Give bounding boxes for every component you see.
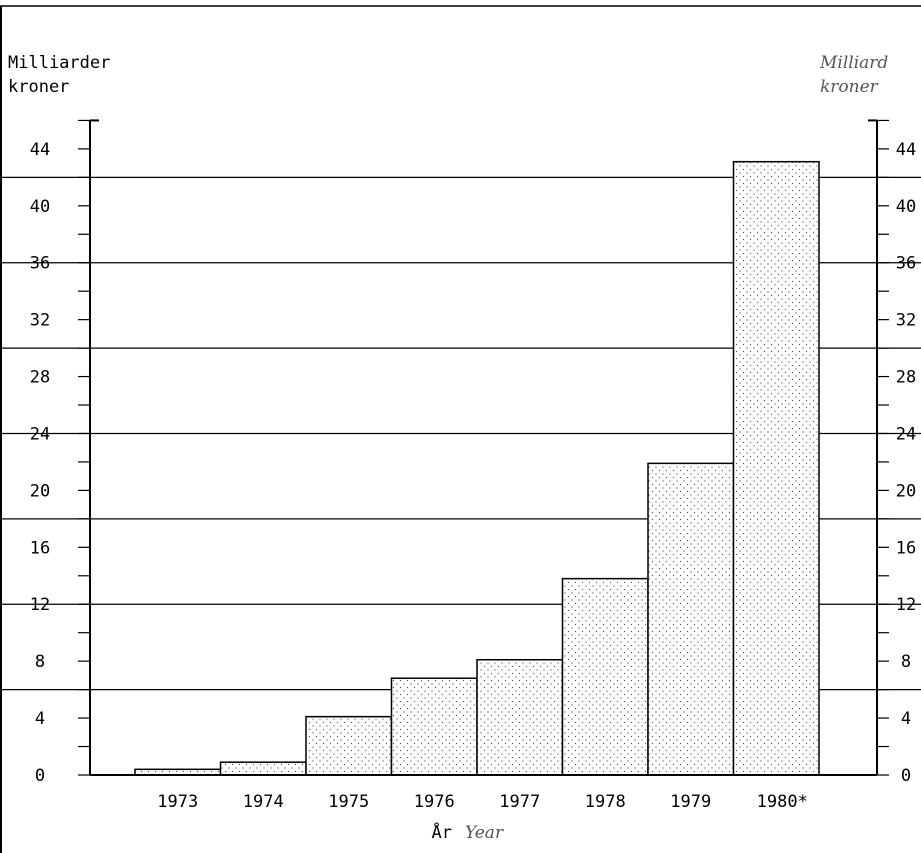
bar-1979 (647, 462, 735, 776)
left-y-tick-label: 16 (30, 538, 50, 558)
bar-1977 (476, 658, 564, 776)
left-y-tick-label: 40 (30, 197, 50, 217)
left-y-tick-label: 12 (30, 595, 50, 615)
left-y-tick-label: 32 (30, 311, 50, 331)
bar-1978 (561, 577, 649, 776)
x-tick-labels: 1973 1974 1975 1976 1977 1978 1979 1980* (157, 792, 808, 812)
left-y-tick-label: 20 (30, 481, 50, 501)
x-tick-label: 1980* (757, 792, 808, 812)
left-y-tick-label: 24 (30, 424, 50, 444)
right-y-tick-label: 20 (896, 481, 916, 501)
right-y-tick-label: 12 (896, 595, 916, 615)
right-y-tick-label: 8 (901, 652, 911, 672)
left-y-tick-label: 8 (35, 652, 45, 672)
bars (134, 160, 820, 776)
left-y-tick-label: 36 (30, 254, 50, 274)
x-tick-label: 1976 (414, 792, 455, 812)
left-axis-label-line1: Milliarder (8, 53, 110, 73)
axes (78, 119, 889, 776)
x-axis-title-english: Year (465, 823, 504, 843)
x-tick-label: 1978 (585, 792, 626, 812)
right-y-tick-label: 40 (896, 197, 916, 217)
x-tick-label: 1975 (328, 792, 369, 812)
left-y-tick-label: 0 (35, 766, 45, 786)
right-y-tick-label: 24 (896, 424, 916, 444)
right-y-tick-label: 4 (901, 709, 911, 729)
right-y-tick-label: 36 (896, 254, 916, 274)
x-axis-title: År (432, 821, 452, 843)
right-y-tick-label: 28 (896, 368, 916, 388)
bar-1980 (732, 160, 820, 776)
right-y-tick-label: 44 (896, 140, 916, 160)
left-y-tick-label: 44 (30, 140, 50, 160)
x-tick-label: 1974 (243, 792, 284, 812)
right-axis-label-line2: kroner (820, 77, 879, 97)
left-axis-label-line2: kroner (8, 77, 69, 97)
bar-1975 (305, 715, 393, 776)
left-y-tick-label: 4 (35, 709, 45, 729)
right-y-tick-label: 32 (896, 311, 916, 331)
bar-1974 (219, 761, 307, 776)
right-axis-label-line1: Milliard (819, 53, 888, 73)
x-tick-label: 1979 (670, 792, 711, 812)
right-y-tick-label: 16 (896, 538, 916, 558)
x-tick-label: 1973 (157, 792, 198, 812)
x-tick-label: 1977 (499, 792, 540, 812)
left-y-tick-label: 28 (30, 368, 50, 388)
right-y-tick-label: 0 (901, 766, 911, 786)
bar-1976 (390, 677, 478, 776)
